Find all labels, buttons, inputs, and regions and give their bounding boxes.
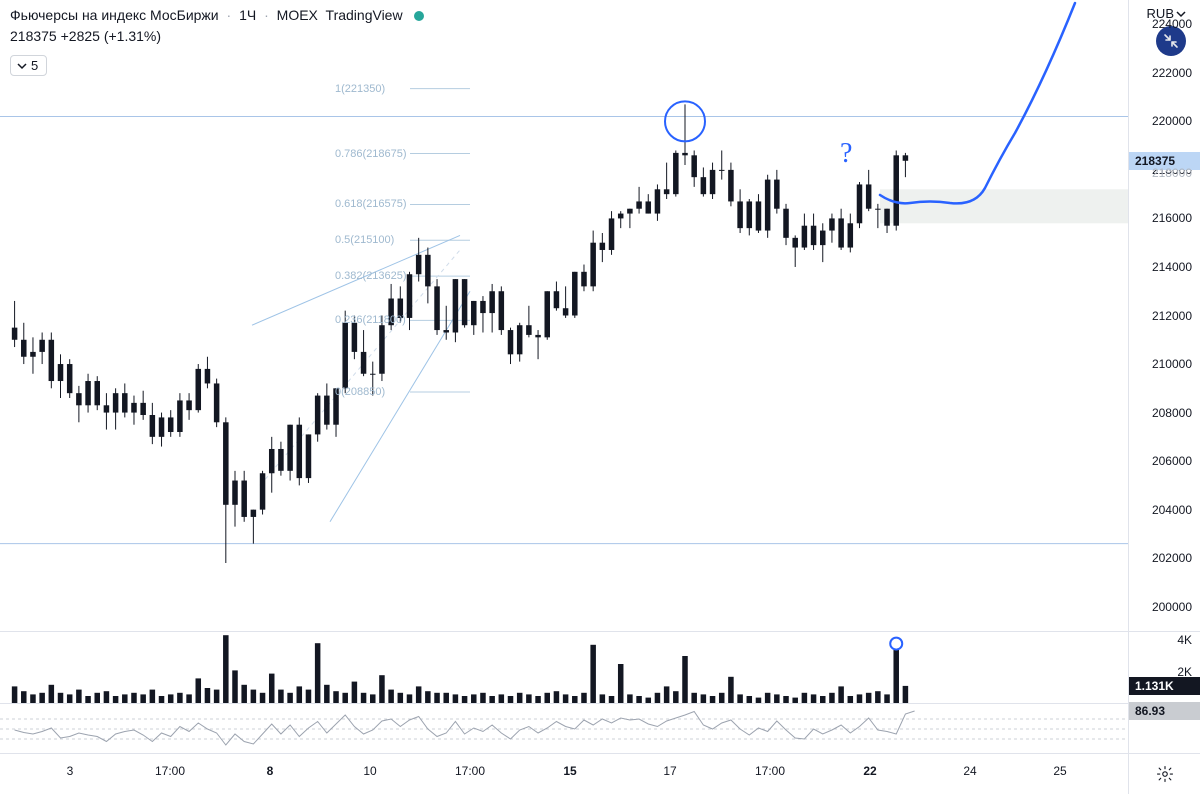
y-tick: 216000	[1152, 211, 1192, 225]
time-x-axis[interactable]: 3 17:00 8 10 17:00 15 17 17:00 22 24 25	[0, 753, 1128, 794]
fib-level-label: 0.618(216575)	[335, 198, 407, 210]
x-tick: 3	[67, 764, 74, 778]
y-tick: 202000	[1152, 551, 1192, 565]
volume-pane[interactable]	[0, 631, 1128, 703]
x-tick: 17	[663, 764, 676, 778]
fib-level-label: 0.382(213625)	[335, 270, 407, 282]
y-tick: 206000	[1152, 454, 1192, 468]
y-tick: 224000	[1152, 17, 1192, 31]
x-tick: 10	[363, 764, 376, 778]
x-tick: 17:00	[455, 764, 485, 778]
oscillator-pane[interactable]	[0, 703, 1128, 753]
y-tick: 210000	[1152, 357, 1192, 371]
y-tick: 220000	[1152, 114, 1192, 128]
price-y-axis[interactable]: 200000 202000 204000 206000 208000 210000 2120…	[1128, 0, 1200, 631]
oscillator-y-axis[interactable]: 86.93	[1128, 703, 1200, 753]
y-tick: 200000	[1152, 600, 1192, 614]
y-tick: 204000	[1152, 503, 1192, 517]
x-tick: 24	[963, 764, 976, 778]
y-tick: 208000	[1152, 406, 1192, 420]
x-tick: 8	[267, 764, 274, 778]
oscillator-badge: 86.93	[1129, 702, 1200, 720]
gear-icon	[1156, 765, 1174, 783]
fib-level-label: 1(221350)	[335, 83, 385, 95]
fib-level-label: 0.236(211800)	[335, 314, 406, 326]
x-tick: 25	[1053, 764, 1066, 778]
x-tick: 15	[563, 764, 576, 778]
x-tick: 17:00	[155, 764, 185, 778]
fib-level-label: 0.786(218675)	[335, 148, 407, 160]
chart-settings-button[interactable]	[1128, 753, 1200, 794]
y-tick: 214000	[1152, 260, 1192, 274]
y-tick: 222000	[1152, 66, 1192, 80]
volume-y-axis[interactable]: 4K2K1.131K	[1128, 631, 1200, 703]
price-chart[interactable]: 1(221350) 0.786(218675) 0.618(216575) 0.5(2…	[0, 0, 1128, 631]
question-annotation: ?	[840, 138, 852, 170]
x-tick: 17:00	[755, 764, 785, 778]
fib-level-label: 0.5(215100)	[335, 234, 394, 246]
y-tick: 4K	[1177, 633, 1192, 647]
x-tick: 22	[863, 764, 876, 778]
y-tick: 218000	[1152, 166, 1192, 180]
volume-badge: 1.131K	[1129, 677, 1200, 695]
y-tick: 212000	[1152, 309, 1192, 323]
fib-level-label: 0(208850)	[335, 386, 385, 398]
